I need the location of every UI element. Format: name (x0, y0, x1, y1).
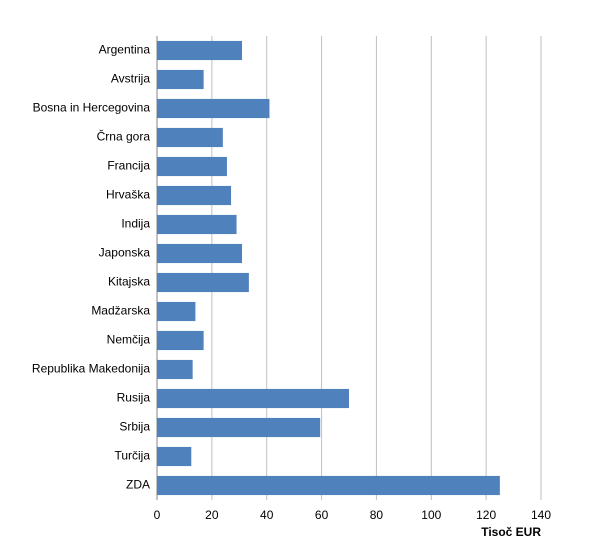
y-tick-label: Avstrija (111, 72, 150, 86)
y-tick-label: Argentina (99, 43, 151, 57)
y-tick-label: ZDA (126, 478, 150, 492)
y-tick-label: Francija (107, 159, 150, 173)
y-tick-label: Kitajska (108, 275, 150, 289)
bar (157, 156, 227, 177)
x-tick-label: 20 (205, 508, 219, 522)
bar (157, 243, 243, 264)
y-tick-label: Republika Makedonija (32, 362, 150, 376)
bar (157, 69, 204, 90)
x-tick-label: 100 (421, 508, 441, 522)
y-tick-label: Rusija (117, 391, 151, 405)
bar (157, 98, 270, 119)
x-tick-label: 80 (370, 508, 384, 522)
y-tick-label: Srbija (119, 420, 150, 434)
bar (157, 330, 204, 351)
bar (157, 388, 349, 409)
bar (157, 272, 249, 293)
x-tick-label: 40 (260, 508, 274, 522)
x-axis-label: Tisoč EUR (481, 525, 541, 539)
y-tick-label: Bosna in Hercegovina (33, 101, 151, 115)
x-tick-label: 120 (476, 508, 496, 522)
bar (157, 359, 193, 380)
y-tick-label: Japonska (99, 246, 151, 260)
x-tick-label: 0 (154, 508, 161, 522)
x-tick-label: 140 (531, 508, 551, 522)
bar (157, 301, 196, 322)
bar (157, 446, 192, 467)
y-tick-label: Nemčija (107, 333, 151, 347)
bar (157, 417, 321, 438)
y-tick-label: Črna gora (97, 129, 151, 144)
y-tick-label: Turčija (114, 449, 150, 463)
bar (157, 127, 223, 148)
y-tick-label: Hrvaška (106, 188, 150, 202)
y-tick-label: Indija (121, 217, 150, 231)
y-tick-label: Madžarska (91, 304, 150, 318)
bar (157, 214, 237, 235)
x-tick-label: 60 (315, 508, 329, 522)
bar (157, 475, 500, 496)
bar (157, 185, 232, 206)
bar (157, 40, 243, 61)
